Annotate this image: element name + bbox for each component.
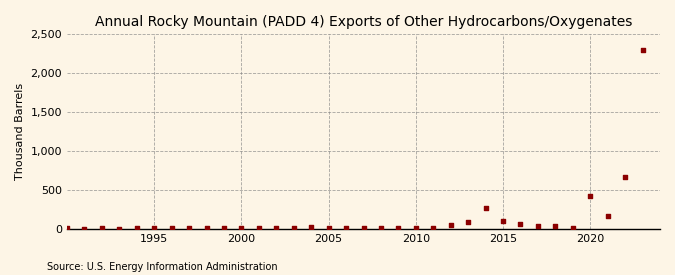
- Point: [254, 226, 265, 230]
- Point: [236, 226, 247, 230]
- Point: [184, 226, 194, 231]
- Point: [149, 226, 160, 230]
- Point: [132, 226, 142, 231]
- Point: [568, 226, 578, 230]
- Point: [410, 226, 421, 230]
- Point: [306, 225, 317, 230]
- Point: [375, 226, 386, 230]
- Point: [585, 194, 595, 198]
- Point: [637, 48, 648, 52]
- Point: [166, 226, 177, 231]
- Point: [446, 222, 456, 227]
- Point: [201, 226, 212, 230]
- Point: [341, 226, 352, 230]
- Point: [393, 226, 404, 230]
- Point: [428, 226, 439, 230]
- Point: [114, 226, 125, 231]
- Point: [480, 206, 491, 211]
- Point: [602, 214, 613, 218]
- Point: [515, 222, 526, 226]
- Point: [271, 226, 281, 230]
- Point: [97, 226, 107, 231]
- Point: [620, 174, 630, 179]
- Point: [323, 225, 334, 230]
- Point: [79, 226, 90, 231]
- Point: [288, 226, 299, 230]
- Point: [497, 219, 508, 223]
- Point: [61, 226, 72, 231]
- Point: [533, 223, 543, 228]
- Text: Source: U.S. Energy Information Administration: Source: U.S. Energy Information Administ…: [47, 262, 278, 271]
- Point: [358, 226, 369, 230]
- Title: Annual Rocky Mountain (PADD 4) Exports of Other Hydrocarbons/Oxygenates: Annual Rocky Mountain (PADD 4) Exports o…: [95, 15, 632, 29]
- Point: [550, 224, 561, 229]
- Point: [463, 220, 474, 225]
- Y-axis label: Thousand Barrels: Thousand Barrels: [15, 83, 25, 180]
- Point: [219, 226, 230, 230]
